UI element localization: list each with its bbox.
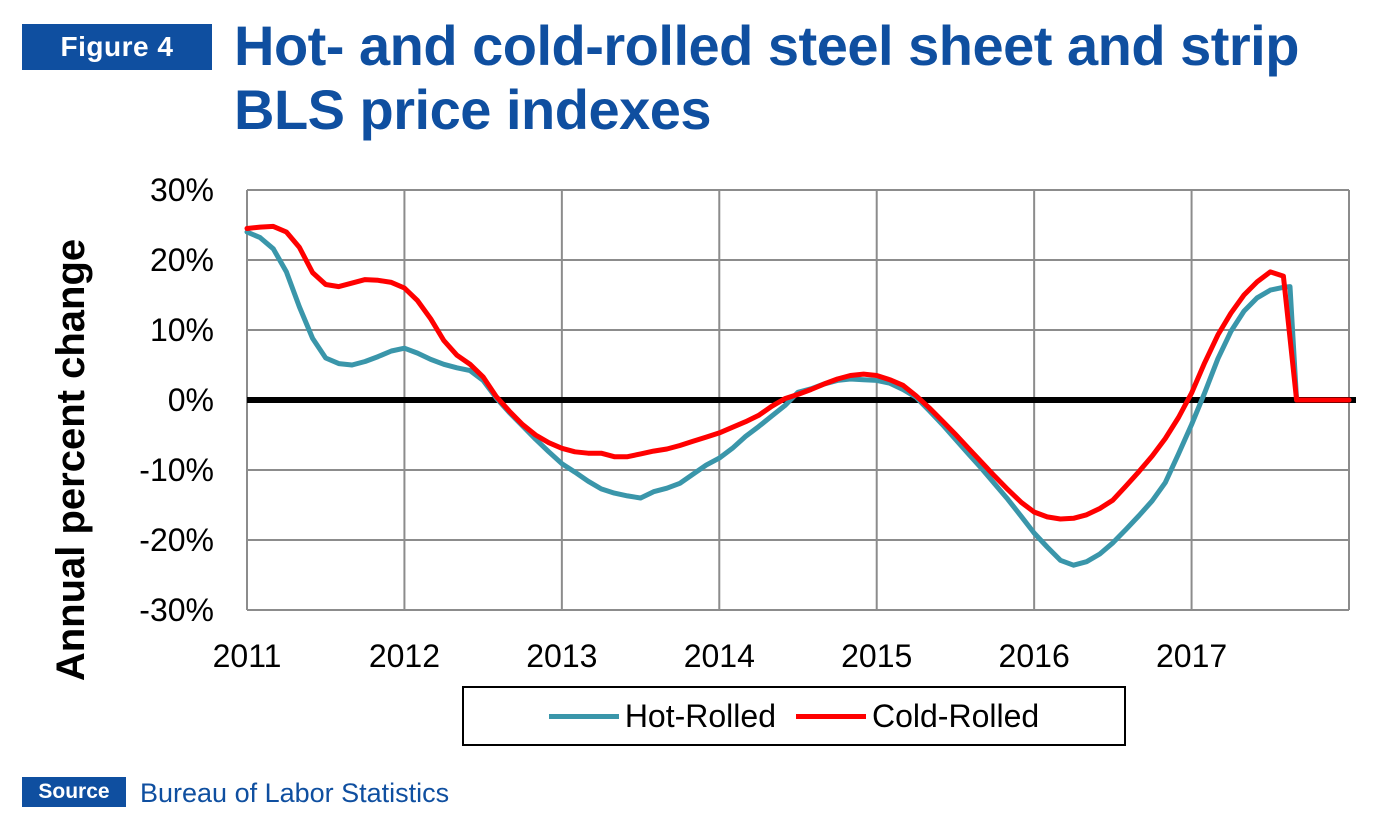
legend-swatch-hot-rolled: [548, 713, 619, 719]
y-tick-label: -30%: [139, 592, 214, 628]
source-label: Source: [22, 777, 126, 807]
y-tick-label: 20%: [150, 242, 214, 278]
y-tick-label: -20%: [139, 522, 214, 558]
x-tick-label: 2017: [1156, 638, 1227, 674]
y-tick-label: -10%: [139, 452, 214, 488]
x-tick-label: 2016: [999, 638, 1070, 674]
chart-title: Hot- and cold-rolled steel sheet and str…: [234, 14, 1299, 141]
y-axis-label: Annual percent change: [49, 239, 93, 681]
chart-legend: Hot-Rolled Cold-Rolled: [462, 686, 1126, 746]
x-tick-label: 2013: [526, 638, 597, 674]
source-text: Bureau of Labor Statistics: [140, 778, 450, 808]
y-tick-label: 10%: [150, 312, 214, 348]
x-tick-label: 2015: [841, 638, 912, 674]
y-tick-label: 0%: [168, 382, 214, 418]
x-axis-ticks: 2011 2012 2013 2014 2015 2016 2017: [213, 638, 1228, 674]
legend-item-hot-rolled: Hot-Rolled: [548, 697, 776, 735]
x-tick-label: 2012: [369, 638, 440, 674]
y-axis-ticks: 30% 20% 10% 0% -10% -20% -30%: [139, 172, 214, 628]
figure-label: Figure 4: [22, 24, 212, 70]
x-tick-label: 2014: [684, 638, 755, 674]
legend-swatch-cold-rolled: [795, 713, 866, 719]
x-tick-label: 2011: [213, 638, 282, 674]
legend-label-cold-rolled: Cold-Rolled: [871, 697, 1040, 734]
y-tick-label: 30%: [150, 172, 214, 208]
series-line-cold-rolled: [244, 223, 1352, 522]
series-layer: [244, 223, 1352, 568]
legend-label-hot-rolled: Hot-Rolled: [624, 697, 776, 734]
line-chart: 30% 20% 10% 0% -10% -20% -30% 2011 2012 2013 2014…: [49, 172, 1356, 681]
legend-item-cold-rolled: Cold-Rolled: [795, 697, 1040, 735]
